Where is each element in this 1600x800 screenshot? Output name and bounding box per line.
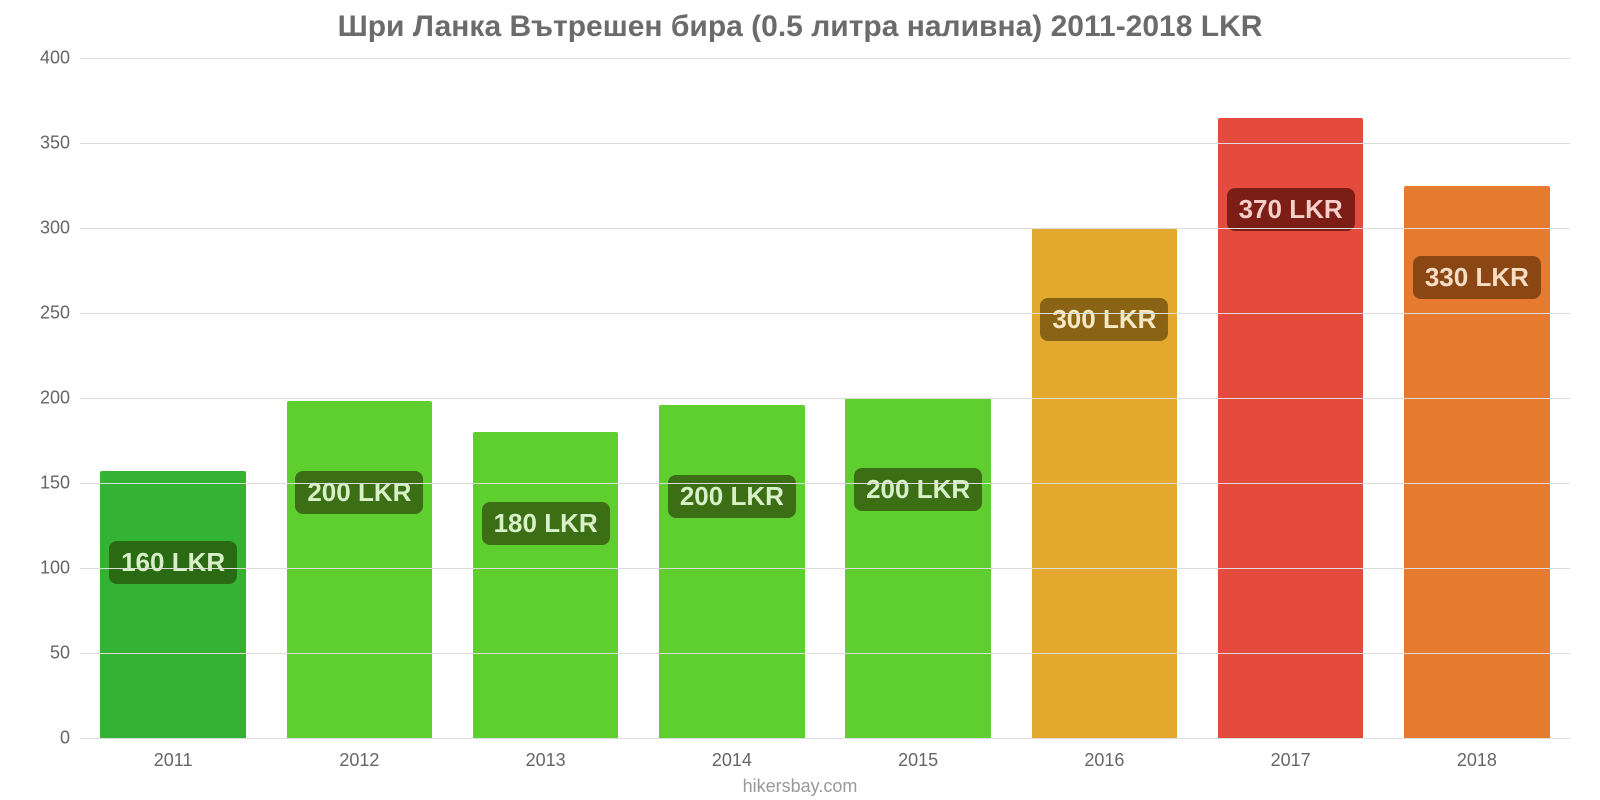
- bar-value-badge: 300 LKR: [1040, 298, 1168, 341]
- x-tick-label: 2017: [1271, 738, 1311, 771]
- plot-area: 160 LKR2011200 LKR2012180 LKR2013200 LKR…: [80, 58, 1570, 738]
- bar-value-badge: 200 LKR: [295, 471, 423, 514]
- grid-line: [80, 398, 1570, 399]
- chart-container: Шри Ланка Вътрешен бира (0.5 литра налив…: [0, 0, 1600, 800]
- x-tick-label: 2016: [1084, 738, 1124, 771]
- grid-line: [80, 738, 1570, 739]
- chart-title: Шри Ланка Вътрешен бира (0.5 литра налив…: [0, 0, 1600, 44]
- y-tick-label: 300: [40, 218, 80, 239]
- x-tick-label: 2014: [712, 738, 752, 771]
- grid-line: [80, 228, 1570, 229]
- grid-line: [80, 58, 1570, 59]
- x-tick-label: 2013: [526, 738, 566, 771]
- y-tick-label: 400: [40, 48, 80, 69]
- bar: 200 LKR: [287, 401, 432, 738]
- y-tick-label: 0: [60, 728, 80, 749]
- x-tick-label: 2012: [339, 738, 379, 771]
- y-tick-label: 150: [40, 473, 80, 494]
- x-tick-label: 2011: [154, 738, 193, 771]
- grid-line: [80, 568, 1570, 569]
- y-tick-label: 350: [40, 133, 80, 154]
- bar: 180 LKR: [473, 432, 618, 738]
- bar: 370 LKR: [1218, 118, 1363, 739]
- bar-value-badge: 370 LKR: [1227, 188, 1355, 231]
- bar-value-badge: 200 LKR: [854, 468, 982, 511]
- bar: 200 LKR: [659, 405, 804, 738]
- grid-line: [80, 313, 1570, 314]
- grid-line: [80, 483, 1570, 484]
- y-tick-label: 200: [40, 388, 80, 409]
- grid-line: [80, 653, 1570, 654]
- bar: 330 LKR: [1404, 186, 1549, 739]
- bar-value-badge: 200 LKR: [668, 475, 796, 518]
- bar-value-badge: 160 LKR: [109, 541, 237, 584]
- attribution-text: hikersbay.com: [743, 776, 858, 797]
- x-tick-label: 2015: [898, 738, 938, 771]
- bar-value-badge: 330 LKR: [1413, 256, 1541, 299]
- bar-value-badge: 180 LKR: [482, 502, 610, 545]
- bar: 160 LKR: [100, 471, 245, 738]
- grid-line: [80, 143, 1570, 144]
- x-tick-label: 2018: [1457, 738, 1497, 771]
- y-tick-label: 100: [40, 558, 80, 579]
- y-tick-label: 250: [40, 303, 80, 324]
- y-tick-label: 50: [50, 643, 80, 664]
